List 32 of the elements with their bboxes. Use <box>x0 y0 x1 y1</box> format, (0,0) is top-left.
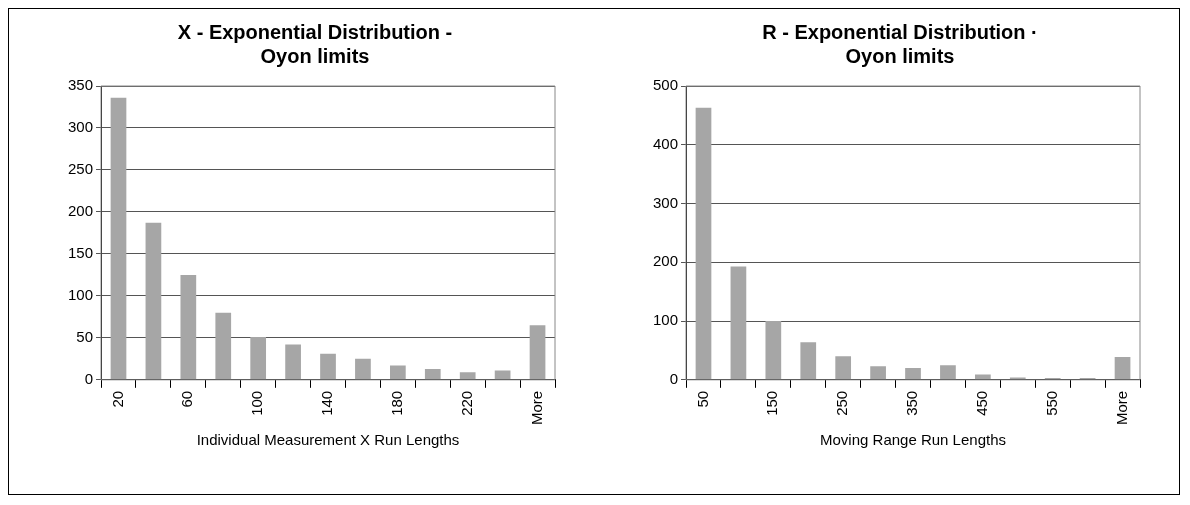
y-tick-label: 300 <box>653 193 679 211</box>
chart-title: R - Exponential Distribution · Oyon limits <box>761 20 1039 69</box>
x-tick-label: More <box>527 390 545 426</box>
x-tick-label: 450 <box>973 390 990 416</box>
y-tick-label: 300 <box>68 118 94 136</box>
y-tick-label: 100 <box>653 311 679 329</box>
x-tick-label: 350 <box>903 390 921 416</box>
x-tick-label: 100 <box>248 390 266 416</box>
y-tick-label: 250 <box>68 160 94 178</box>
y-tick-label: 400 <box>653 134 679 152</box>
x-tick-label: 20 <box>108 390 126 408</box>
y-tick-label: 150 <box>68 244 94 262</box>
x-axis-title: Moving Range Run Lengths <box>820 431 1006 449</box>
x-tick-label: 60 <box>178 390 196 408</box>
x-tick-label: 180 <box>388 390 405 416</box>
y-tick-label: 0 <box>669 369 679 387</box>
y-tick-label: 500 <box>653 76 679 94</box>
x-tick-label: 250 <box>833 390 851 416</box>
y-tick-label: 200 <box>68 202 94 220</box>
y-tick-label: 350 <box>68 76 94 94</box>
chart-title: X - Exponential Distribution - Oyon limits <box>176 20 454 69</box>
x-tick-label: 50 <box>693 390 711 408</box>
x-tick-label: 150 <box>763 390 781 416</box>
y-tick-label: 50 <box>76 327 94 345</box>
x-axis-title: Individual Measurement X Run Lengths <box>196 431 460 449</box>
y-tick-label: 0 <box>84 369 94 387</box>
y-tick-label: 200 <box>653 252 679 270</box>
y-tick-label: 100 <box>68 286 94 304</box>
x-tick-label: 550 <box>1042 390 1060 416</box>
x-tick-label: More <box>1112 390 1130 426</box>
x-tick-label: 220 <box>457 390 475 416</box>
x-tick-label: 140 <box>318 390 336 416</box>
